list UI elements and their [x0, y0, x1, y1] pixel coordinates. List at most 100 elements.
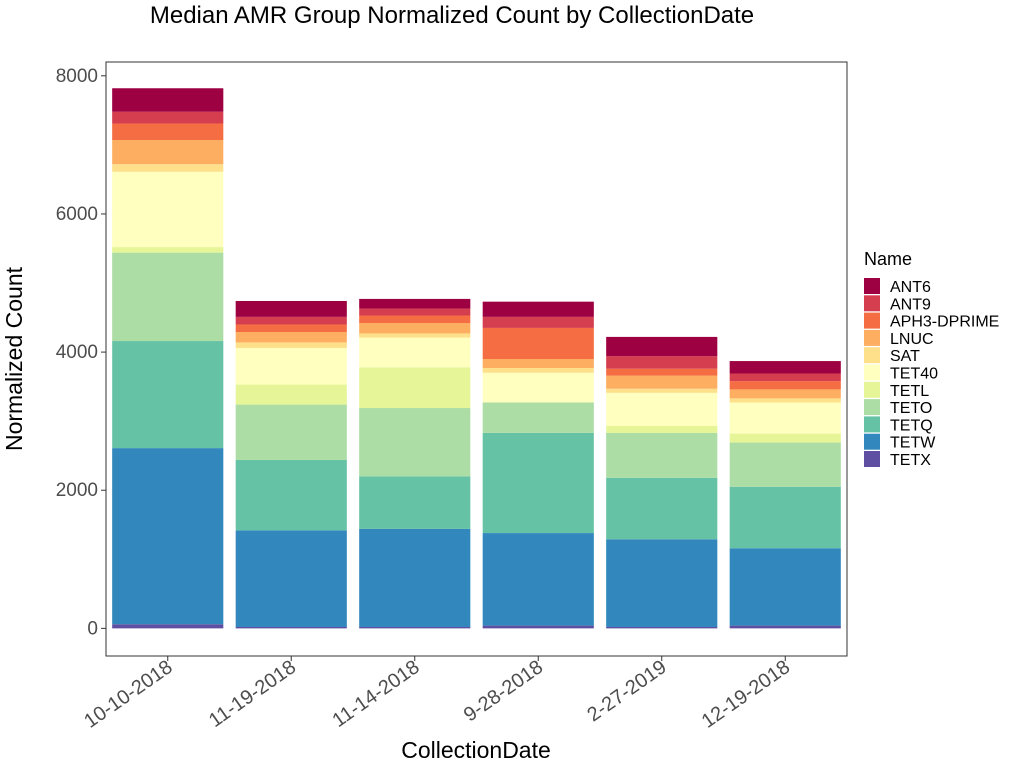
bar-segment-tet40-3 [482, 372, 594, 403]
bar-segment-aph3-dprime-2 [359, 315, 471, 324]
bar-segment-tetx-0 [112, 624, 224, 629]
x-tick-label: 11-14-2018 [328, 656, 423, 732]
legend-swatch-ant6 [864, 278, 880, 294]
bar-segment-lnuc-3 [482, 359, 594, 368]
bar-segment-tetl-2 [359, 367, 471, 409]
legend-swatch-aph3-dprime [864, 312, 880, 329]
bar-segment-ant6-0 [112, 88, 224, 112]
bar-segment-tetx-5 [729, 625, 841, 629]
bar-segment-lnuc-2 [359, 323, 471, 334]
x-tick-label: 11-19-2018 [205, 656, 300, 732]
bar-segment-tetq-3 [482, 432, 594, 534]
bar-segment-teto-5 [729, 442, 841, 487]
legend-label-lnuc: LNUC [890, 331, 934, 348]
bar-segment-teto-0 [112, 252, 224, 342]
bar-segment-tetx-3 [482, 625, 594, 629]
legend-label-aph3-dprime: APH3-DPRIME [890, 314, 999, 331]
plot-panel [105, 61, 848, 657]
legend-swatch-tetl [864, 381, 880, 398]
chart-title: Median AMR Group Normalized Count by Col… [150, 2, 754, 29]
x-tick-label: 10-10-2018 [80, 656, 176, 733]
bar-segment-tet40-0 [112, 171, 224, 248]
legend-label-tetw: TETW [890, 435, 936, 452]
legend-swatch-tetq [864, 416, 880, 433]
bar-segment-aph3-dprime-5 [729, 381, 841, 390]
bar-segment-lnuc-5 [729, 389, 841, 399]
legend-swatch-sat [864, 347, 880, 364]
y-tick-label: 8000 [56, 66, 98, 87]
bar-segment-ant6-3 [482, 301, 594, 317]
legend-label-teto: TETO [890, 400, 932, 417]
legend-label-tetl: TETL [890, 383, 929, 400]
legend-swatch-tetw [864, 433, 880, 450]
x-axis-title: CollectionDate [401, 737, 551, 763]
bar-segment-ant9-1 [235, 316, 347, 325]
bar-segment-tet40-1 [235, 347, 347, 385]
bar-segment-tetx-4 [606, 626, 718, 629]
bar-segment-ant9-3 [482, 316, 594, 328]
legend-items: ANT6ANT9APH3-DPRIMELNUCSATTET40TETLTETOT… [864, 278, 999, 469]
x-tick-label: 12-19-2018 [698, 656, 794, 733]
x-tick-label: 2-27-2019 [583, 656, 670, 726]
bar-segment-sat-3 [482, 367, 594, 373]
legend-swatch-lnuc [864, 329, 880, 346]
bar-segment-lnuc-1 [235, 332, 347, 343]
bar-segment-sat-0 [112, 164, 224, 172]
bar-segment-tetl-0 [112, 247, 224, 253]
legend-swatch-ant9 [864, 295, 880, 312]
bar-segment-sat-4 [606, 388, 718, 393]
bars-layer [112, 88, 841, 629]
bar-segment-tet40-2 [359, 337, 471, 368]
bar-segment-tetq-1 [235, 459, 347, 531]
bar-segment-ant6-1 [235, 300, 347, 317]
legend-label-tetx: TETX [890, 452, 931, 469]
bar-segment-tetw-4 [606, 539, 718, 627]
bar-segment-tetw-0 [112, 448, 224, 625]
bar-segment-ant9-0 [112, 111, 224, 124]
x-tick-label: 9-28-2018 [460, 656, 547, 726]
bar-segment-tetw-2 [359, 528, 471, 627]
bar-segment-tet40-5 [729, 402, 841, 434]
bar-segment-tetq-5 [729, 486, 841, 549]
bar-segment-aph3-dprime-1 [235, 324, 347, 333]
bar-segment-tet40-4 [606, 392, 718, 426]
bar-segment-ant9-5 [729, 373, 841, 382]
legend-label-tetq: TETQ [890, 417, 933, 434]
bar-segment-sat-5 [729, 398, 841, 403]
legend-label-sat: SAT [890, 348, 920, 365]
bar-segment-tetx-2 [359, 626, 471, 629]
bar-segment-teto-1 [235, 404, 347, 460]
bar-segment-aph3-dprime-4 [606, 368, 718, 376]
y-tick-label: 4000 [56, 342, 98, 363]
bar-segment-ant6-4 [606, 336, 718, 357]
legend-label-ant9: ANT9 [890, 296, 931, 313]
bar-segment-tetx-1 [235, 626, 347, 629]
bar-segment-sat-2 [359, 333, 471, 338]
bar-segment-ant6-2 [359, 298, 471, 309]
bar-segment-tetq-2 [359, 476, 471, 529]
bar-segment-teto-4 [606, 432, 718, 478]
y-axis: 0 2000 4000 6000 8000 [56, 66, 106, 639]
legend-swatch-teto [864, 399, 880, 416]
y-tick-label: 6000 [56, 204, 98, 225]
bar-segment-ant6-5 [729, 361, 841, 374]
x-axis: 10-10-2018 11-19-2018 11-14-2018 9-28-2018 2… [80, 656, 794, 733]
bar-segment-tetl-5 [729, 433, 841, 443]
bar-segment-tetl-1 [235, 384, 347, 405]
legend-swatch-tet40 [864, 364, 880, 381]
y-tick-label: 2000 [56, 480, 98, 501]
legend: Name ANT6ANT9APH3-DPRIMELNUCSATTET40TETL… [864, 249, 999, 469]
bar-segment-teto-2 [359, 408, 471, 477]
bar-segment-lnuc-0 [112, 140, 224, 165]
y-tick-label: 0 [87, 618, 98, 639]
legend-swatch-tetx [864, 451, 880, 467]
bar-segment-tetw-3 [482, 533, 594, 626]
bar-segment-aph3-dprime-3 [482, 327, 594, 359]
legend-title: Name [864, 249, 912, 269]
bar-segment-tetw-1 [235, 530, 347, 627]
bar-segment-tetw-5 [729, 548, 841, 626]
legend-label-ant6: ANT6 [890, 279, 931, 296]
bar-segment-ant9-4 [606, 356, 718, 369]
y-axis-title: Normalized Count [1, 266, 27, 451]
